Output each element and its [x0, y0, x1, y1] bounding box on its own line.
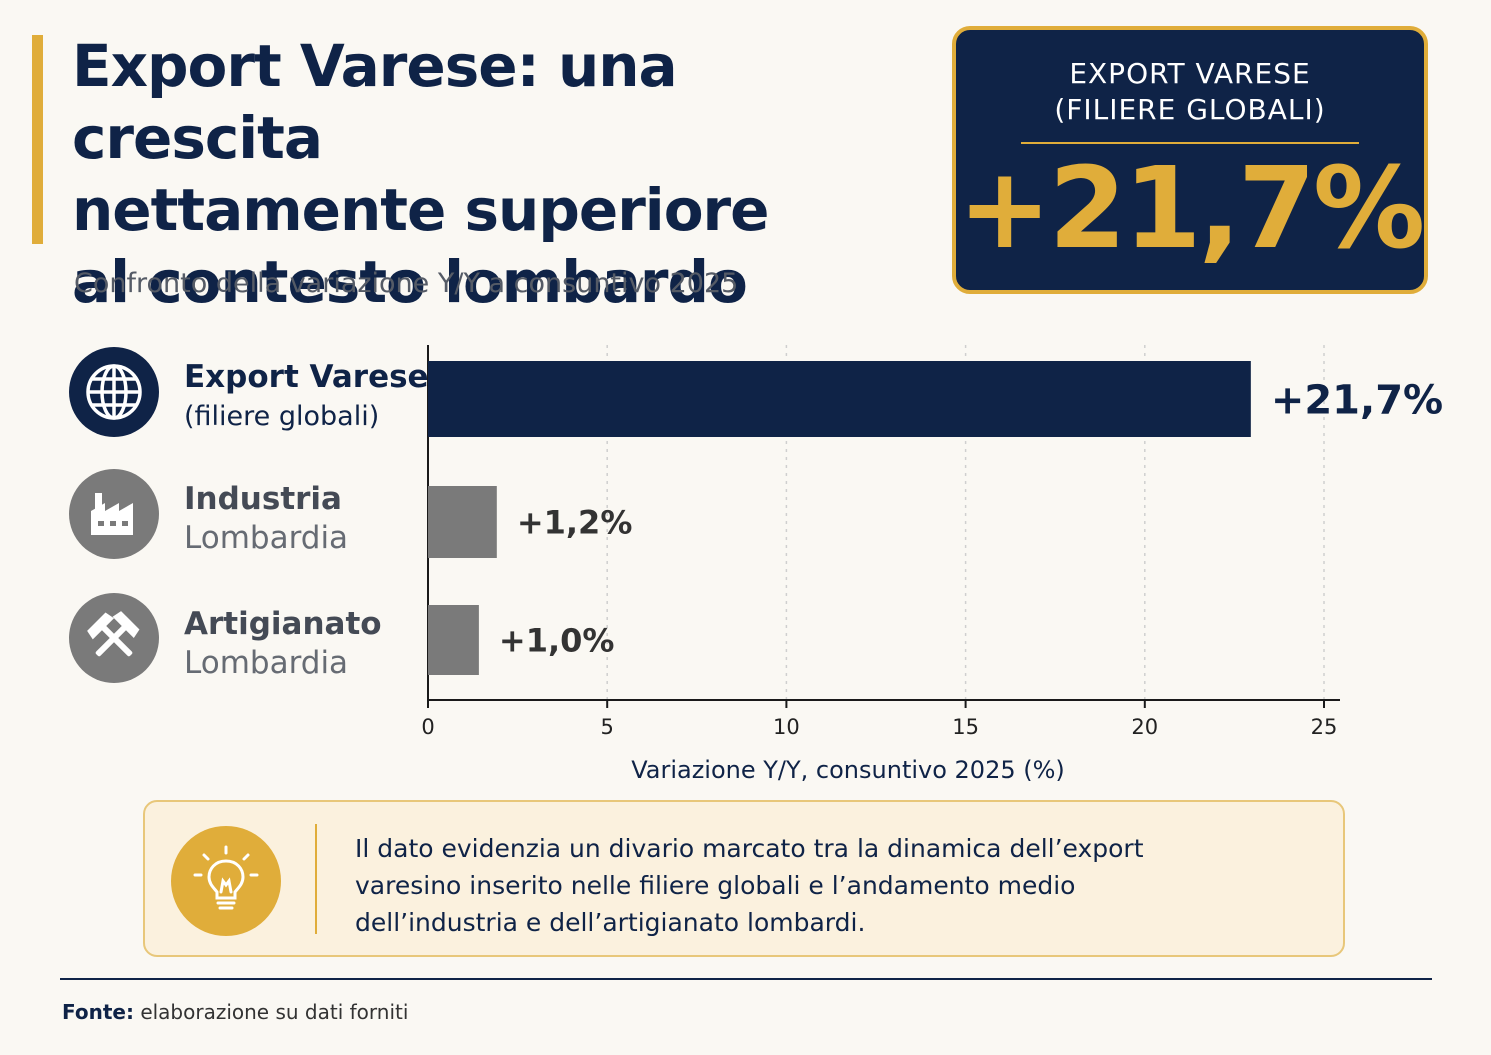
- hammers-icon: [69, 593, 159, 683]
- category-label-line-1: Artigianato: [184, 606, 382, 642]
- x-tick-label: 0: [421, 715, 434, 739]
- footer-label: Fonte:: [62, 1000, 134, 1024]
- callout-line-3: dell’industria e dell’artigianato lombar…: [355, 908, 866, 937]
- insight-callout: Il dato evidenzia un divario marcato tra…: [143, 800, 1345, 957]
- x-tick-label: 20: [1131, 715, 1158, 739]
- category-label-line-2: Lombardia: [184, 520, 349, 556]
- bar: [428, 605, 479, 675]
- category-label-artigianato: Artigianato Lombardia: [184, 605, 382, 683]
- bar-data-label: +1,0%: [499, 622, 615, 660]
- title-accent-bar: [32, 35, 43, 244]
- x-tick-label: 10: [773, 715, 800, 739]
- bar: [428, 486, 497, 558]
- bar: [428, 361, 1251, 437]
- kpi-label-line-1: EXPORT VARESE: [1069, 57, 1311, 90]
- category-label-line-1: Export Varese: [184, 359, 429, 395]
- category-label-line-1: Industria: [184, 481, 342, 517]
- title-line-1: Export Varese: una crescita: [72, 32, 678, 172]
- bar-chart: 0 5 10 15 20 25 Variazione Y/Y, consuntivo 202…: [421, 345, 1443, 784]
- lightbulb-icon: [171, 826, 281, 936]
- bar-data-label: +21,7%: [1271, 377, 1443, 423]
- title-line-3: al contesto lombardo: [72, 248, 748, 316]
- kpi-value: +21,7%: [957, 144, 1425, 274]
- page-title: Export Varese: una crescita nettamente s…: [72, 30, 892, 318]
- callout-line-2: varesino inserito nelle filiere globali …: [355, 871, 1076, 900]
- title-line-2: nettamente superiore: [72, 176, 769, 244]
- category-label-export-varese: Export Varese (filiere globali): [184, 358, 429, 436]
- category-label-line-2: Lombardia: [184, 645, 349, 681]
- x-tick-label: 15: [952, 715, 979, 739]
- kpi-divider: [1021, 142, 1359, 144]
- bar-data-label: +1,2%: [517, 504, 633, 542]
- factory-icon: [69, 469, 159, 559]
- callout-line-1: Il dato evidenzia un divario marcato tra…: [355, 834, 1144, 863]
- footer-text: elaborazione su dati forniti: [140, 1000, 409, 1024]
- category-label-line-2: (filiere globali): [184, 401, 380, 432]
- kpi-card: EXPORT VARESE (FILIERE GLOBALI) +21,7%: [952, 26, 1428, 294]
- kpi-label-line-2: (FILIERE GLOBALI): [1054, 93, 1326, 126]
- footer-divider: [60, 978, 1432, 980]
- x-tick-label: 5: [601, 715, 614, 739]
- kpi-label: EXPORT VARESE (FILIERE GLOBALI): [956, 56, 1424, 128]
- callout-text: Il dato evidenzia un divario marcato tra…: [355, 830, 1315, 941]
- globe-icon: [69, 347, 159, 437]
- x-axis-title: Variazione Y/Y, consuntivo 2025 (%): [631, 756, 1065, 784]
- category-label-industria: Industria Lombardia: [184, 480, 348, 558]
- x-tick-label: 25: [1311, 715, 1338, 739]
- page-subtitle: Confronto della variazione Y/Y a consunt…: [74, 268, 739, 299]
- footer-source: Fonte: elaborazione su dati forniti: [62, 1000, 408, 1024]
- callout-divider: [315, 824, 317, 934]
